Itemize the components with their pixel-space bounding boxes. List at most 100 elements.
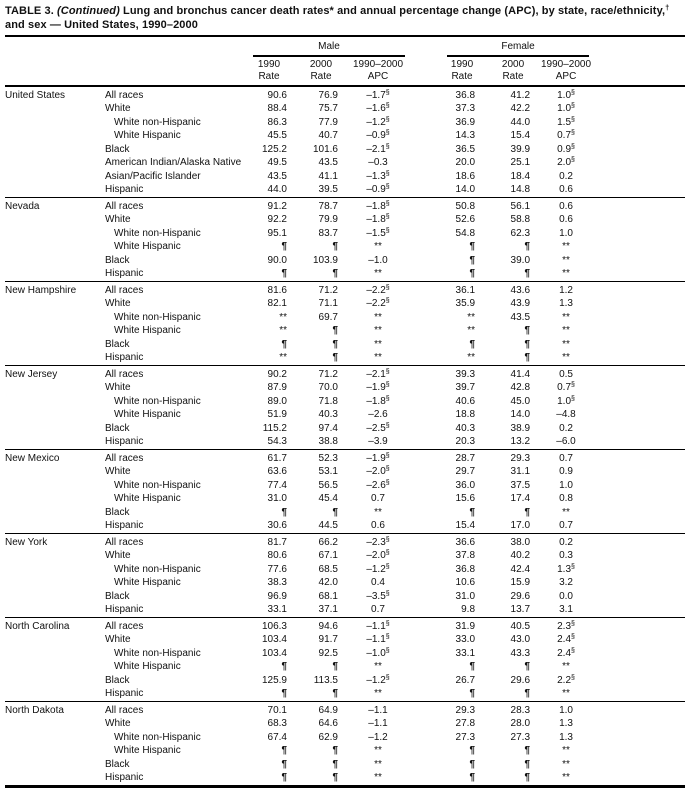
race-ethnicity-label: White — [105, 103, 131, 114]
table-title-continued: (Continued) — [57, 5, 120, 17]
spacer-cell — [409, 196, 438, 213]
female-apc: 2.4§ — [557, 633, 575, 646]
female-1990-rate: 40.3 — [455, 422, 476, 434]
table-row: Black 125.2 101.6 –2.1§ 36.5 39.9 0.9§ — [5, 143, 685, 157]
spacer-cell — [409, 647, 437, 661]
spacer-cell — [593, 395, 685, 409]
female-1990-rate-header: 1990 Rate — [437, 56, 488, 87]
female-apc: ** — [539, 687, 593, 701]
male-apc: –1.5§ — [366, 227, 390, 239]
male-apc: –1.8§ — [366, 395, 390, 407]
male-1990-rate: 43.5 — [267, 170, 287, 182]
female-apc: ** — [539, 660, 593, 674]
spacer-cell — [593, 338, 685, 352]
male-apc: ** — [347, 758, 409, 772]
spacer-cell — [593, 616, 686, 633]
female-2000-rate: 25.1 — [510, 157, 531, 168]
apc-not-calculated-marker: ** — [562, 506, 570, 518]
male-1990-rate: 81.6 — [243, 280, 295, 297]
male-1990-rate: ¶ — [243, 771, 295, 786]
state-label: North Dakota — [5, 700, 105, 717]
state-label — [5, 744, 105, 758]
table-row: Asian/Pacific Islander 43.5 41.1 –1.3§ 18.6 1… — [5, 170, 685, 184]
state-group: North Dakota All races 70.1 64.9 –1.1 29.3 28.… — [5, 700, 686, 786]
male-2000-rate: ¶ — [295, 758, 347, 772]
male-apc: –1.1§ — [366, 633, 390, 646]
male-2000-rate: ¶ — [295, 687, 347, 701]
race-ethnicity-label: White Hispanic — [114, 493, 181, 504]
spacer-cell — [593, 156, 685, 170]
suppressed-rate-marker: ¶ — [332, 506, 338, 518]
male-1990-rate: ¶ — [243, 506, 295, 520]
spacer-cell — [593, 506, 685, 520]
spacer-cell — [409, 364, 438, 381]
spacer-cell — [593, 408, 685, 422]
spacer-cell — [5, 37, 105, 57]
race-ethnicity-label: White — [105, 298, 131, 309]
spacer-cell — [593, 758, 685, 772]
male-apc: ** — [347, 338, 409, 352]
state-label — [5, 254, 105, 268]
spacer-cell — [409, 576, 437, 590]
spacer-cell — [409, 590, 437, 604]
spacer-cell — [409, 563, 437, 577]
spacer-cell — [409, 183, 437, 197]
spacer-cell — [409, 731, 437, 745]
female-1990-rate: 37.8 — [455, 550, 476, 561]
female-1990-rate: 14.0 — [455, 184, 476, 195]
female-2000-rate: 42.2 — [510, 103, 531, 114]
suppressed-rate-marker: ¶ — [469, 745, 476, 756]
apc-not-calculated-marker: ** — [562, 241, 570, 252]
race-ethnicity-label: Black — [105, 506, 130, 518]
female-1990-rate: 18.6 — [455, 170, 476, 182]
apc-not-calculated-marker: ** — [562, 758, 570, 770]
male-2000-rate: ¶ — [295, 338, 347, 352]
male-apc: –2.2§ — [366, 297, 390, 310]
female-2000-rate: ¶ — [487, 744, 539, 758]
apc-not-calculated-marker: ** — [562, 688, 570, 699]
state-label — [5, 590, 105, 604]
significance-marker: § — [571, 633, 575, 641]
male-apc: –1.1 — [347, 700, 410, 717]
female-2000-rate: ¶ — [487, 267, 539, 281]
male-apc: 0.4 — [371, 577, 385, 588]
male-2000-rate: 64.9 — [295, 700, 347, 717]
male-apc: –1.0§ — [366, 647, 390, 659]
race-ethnicity-label: All races — [105, 448, 243, 465]
female-2000-rate: ¶ — [487, 351, 539, 365]
female-apc: 0.6 — [539, 196, 594, 213]
significance-marker: § — [571, 129, 575, 137]
table-row: White non-Hispanic 103.4 92.5 –1.0§ 33.1 43.3… — [5, 647, 685, 661]
male-1990-rate-header: 1990 Rate — [243, 56, 295, 87]
table-row: White 63.6 53.1 –2.0§ 29.7 31.1 0.9 — [5, 465, 685, 479]
male-2000-rate: ¶ — [295, 744, 347, 758]
male-2000-rate: ¶ — [295, 771, 347, 786]
spacer-cell — [593, 381, 685, 395]
spacer-cell — [593, 254, 685, 268]
female-1990-rate: 36.6 — [437, 532, 488, 549]
male-2000-rate: 37.1 — [318, 604, 338, 615]
male-1990-rate: ¶ — [243, 687, 295, 701]
spacer-cell — [593, 674, 685, 688]
spacer-cell — [593, 532, 686, 549]
race-ethnicity-label: All races — [105, 280, 243, 297]
female-apc: 1.3 — [559, 298, 573, 309]
male-1990-rate: 89.0 — [267, 395, 287, 407]
spacer-cell — [593, 590, 685, 604]
state-label — [5, 143, 105, 157]
state-group: North Carolina All races 106.3 94.6 –1.1§ 31.… — [5, 616, 686, 701]
female-1990-rate: ¶ — [437, 758, 487, 772]
male-apc: –1.8§ — [347, 196, 410, 213]
suppressed-rate-marker: ¶ — [469, 268, 476, 279]
female-1990-rate: ¶ — [437, 771, 487, 786]
male-apc: –1.9§ — [347, 448, 410, 465]
female-1990-rate: 18.8 — [455, 409, 476, 420]
table-row: Hispanic ¶ ¶ ** ¶ ¶ ** — [5, 267, 685, 281]
male-label: Male — [253, 40, 406, 57]
male-2000-rate: 77.9 — [318, 116, 338, 128]
table-row: White 82.1 71.1 –2.2§ 35.9 43.9 1.3 — [5, 297, 685, 311]
race-ethnicity-label: Black — [105, 590, 130, 602]
race-ethnicity-label: All races — [105, 532, 243, 549]
female-2000-rate: 56.1 — [487, 196, 540, 213]
table-row: Black ¶ ¶ ** ¶ ¶ ** — [5, 338, 685, 352]
